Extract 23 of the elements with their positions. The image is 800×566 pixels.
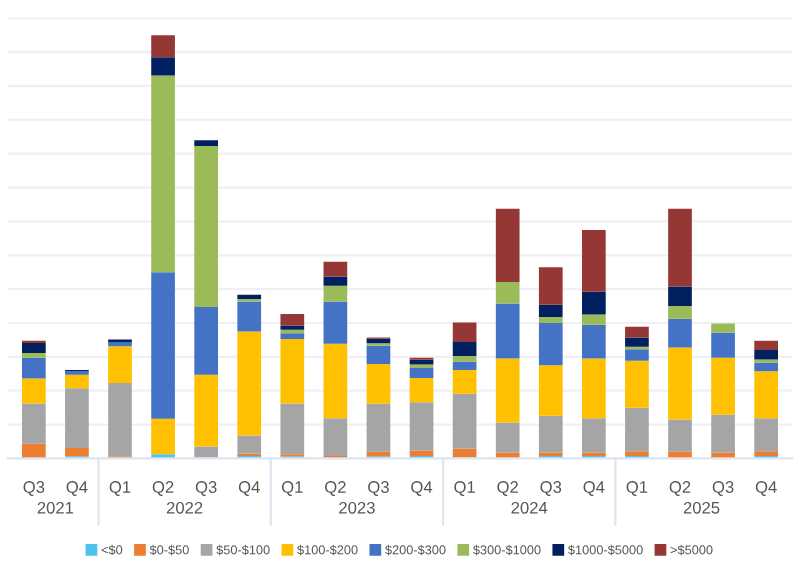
x-tick-label: Q3 — [540, 481, 562, 496]
x-tick-label: Q1 — [281, 481, 303, 496]
x-tick-label: Q1 — [626, 481, 648, 496]
x-tick-label: Q2 — [152, 481, 174, 496]
x-tick-label: Q2 — [669, 481, 691, 496]
text: 2023 — [339, 501, 375, 514]
text: 2022 — [166, 501, 203, 514]
x-tick-label: Q2 — [497, 481, 518, 496]
x-tick-label: Q2 — [325, 481, 346, 496]
x-tick-label: Q4 — [755, 481, 777, 496]
x-tick-label: Q4 — [411, 481, 433, 496]
text: 2021 — [37, 501, 74, 514]
x-tick-label: Q1 — [109, 481, 131, 496]
x-tick-label: Q3 — [195, 481, 217, 496]
x-tick-label: Q4 — [66, 481, 88, 496]
text: 2024 — [511, 501, 548, 514]
x-tick-label: Q3 — [712, 481, 734, 496]
x-tick-label: Q3 — [23, 481, 45, 496]
x-tick-label: Q4 — [238, 481, 260, 496]
x-tick-label: Q3 — [368, 481, 389, 496]
x-tick-label: Q4 — [583, 481, 605, 496]
x-tick-label: Q1 — [454, 481, 475, 496]
text: 2025 — [683, 501, 720, 514]
